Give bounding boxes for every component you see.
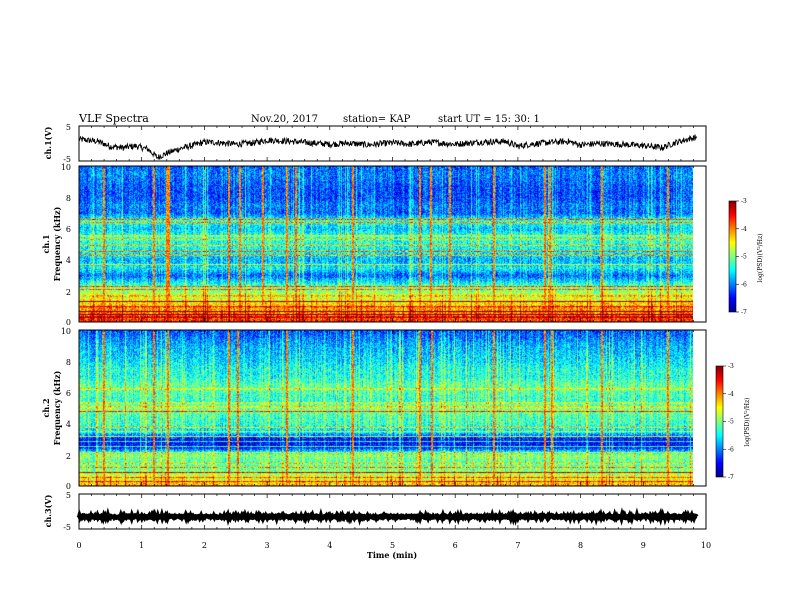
time-tick-label: 9 <box>641 541 646 550</box>
ch3-waveform-frame <box>78 493 707 530</box>
colorbar-tick-label: -4 <box>741 226 747 233</box>
ch3-waveform-ylabel: ch.3(V) <box>43 494 53 527</box>
time-tick-label: 6 <box>453 541 458 550</box>
ch1-spectrogram-panel: 10 8 6 4 2 0 ch.1 Frequency (kHz) <box>41 163 707 327</box>
ch1-colorbar: -3 -4 -5 -6 -7 log(PSD)(V2/Hz) <box>728 198 765 316</box>
ch2-colorbar-ticks: -3 -4 -5 -6 -7 <box>723 363 734 481</box>
ch1-freq-tick-10: 10 <box>61 163 71 172</box>
ch1-ytick-bottom: -5 <box>63 155 71 164</box>
time-tick-label: 2 <box>202 541 207 550</box>
ch1-waveform-panel: 5 -5 ch.1(V) <box>43 123 707 164</box>
time-axis: 0 1 2 3 4 5 6 7 8 9 10 <box>76 541 711 550</box>
ch2-freq-tick-6: 6 <box>66 389 71 398</box>
ch1-spectrogram-image <box>79 166 693 322</box>
colorbar-tick-label: -5 <box>728 419 734 426</box>
time-axis-label: Time (min) <box>367 550 417 560</box>
ch2-frequency-ylabel: Frequency (kHz) <box>52 370 62 445</box>
colorbar-tick-label: -7 <box>741 309 747 316</box>
ch1-frequency-ylabel: Frequency (kHz) <box>52 206 62 281</box>
colorbar-tick-label: -6 <box>728 446 734 453</box>
colorbar-tick-label: -3 <box>728 363 734 370</box>
ch1-spectrogram-xticks <box>78 166 707 322</box>
ch3-waveform-xticks <box>78 494 707 529</box>
colorbar-tick-label: -7 <box>728 474 734 481</box>
ch2-colorbar-label: log(PSD)(V2/Hz) <box>743 398 752 447</box>
ch2-spectrogram-ylabel: ch.2 <box>41 398 51 417</box>
ch3-waveform-panel: 5 -5 ch.3(V) <box>43 491 707 532</box>
time-tick-label: 4 <box>327 541 332 550</box>
time-tick-label: 0 <box>76 541 81 550</box>
ch1-freq-yticks: 10 8 6 4 2 0 <box>61 163 71 327</box>
station-text: station= KAP <box>343 114 411 125</box>
start-time-text: start UT = 15: 30: 1 <box>438 114 540 125</box>
colorbar-tick-label: -5 <box>741 254 747 261</box>
ch2-freq-tick-0: 0 <box>66 482 71 491</box>
ch3-ytick-bottom: -5 <box>63 523 71 532</box>
ch1-freq-tick-8: 8 <box>66 194 71 203</box>
ch1-freq-tick-4: 4 <box>66 256 71 265</box>
ch2-spectrogram-xticks <box>78 330 707 486</box>
ch2-colorbar: -3 -4 -5 -6 -7 log(PSD)(V2/Hz) <box>715 363 752 481</box>
ch2-freq-tick-8: 8 <box>66 358 71 367</box>
ch1-freq-tick-2: 2 <box>66 288 71 297</box>
ch1-colorbar-gradient <box>729 201 736 312</box>
ch1-waveform-line <box>78 134 698 160</box>
ch1-spectrogram-ylabel: ch.1 <box>41 234 51 253</box>
ch1-waveform-xticks <box>78 126 707 161</box>
colorbar-tick-label: -4 <box>728 391 734 398</box>
ch2-colorbar-gradient <box>716 366 723 477</box>
date-text: Nov.20, 2017 <box>251 114 318 125</box>
ch1-freq-tick-6: 6 <box>66 225 71 234</box>
time-tick-label: 7 <box>515 541 520 550</box>
ch2-freq-tick-4: 4 <box>66 420 71 429</box>
ch2-freq-tick-2: 2 <box>66 452 71 461</box>
time-tick-label: 5 <box>390 541 395 550</box>
time-tick-label: 1 <box>139 541 144 550</box>
time-tick-label: 3 <box>265 541 270 550</box>
ch2-freq-tick-10: 10 <box>61 327 71 336</box>
colorbar-tick-label: -3 <box>741 198 747 205</box>
time-tick-label: 8 <box>578 541 583 550</box>
ch1-freq-tick-0: 0 <box>66 318 71 327</box>
time-tick-label: 10 <box>701 541 711 550</box>
ch2-freq-yticks: 10 8 6 4 2 0 <box>61 327 71 491</box>
ch2-spectrogram-image <box>79 330 693 486</box>
ch1-colorbar-label: log(PSD)(V2/Hz) <box>756 234 765 283</box>
ch2-spectrogram-panel: 10 8 6 4 2 0 ch.2 Frequency (kHz) <box>41 327 707 491</box>
ch1-ytick-top: 5 <box>66 123 71 132</box>
ch1-waveform-ylabel: ch.1(V) <box>43 126 53 159</box>
ch3-waveform-line <box>76 507 699 527</box>
colorbar-tick-label: -6 <box>741 281 747 288</box>
ch3-ytick-top: 5 <box>66 491 71 500</box>
figure-header: VLF Spectra Nov.20, 2017 station= KAP st… <box>78 112 540 125</box>
ch1-colorbar-ticks: -3 -4 -5 -6 -7 <box>736 198 747 316</box>
figure-title: VLF Spectra <box>78 112 149 125</box>
